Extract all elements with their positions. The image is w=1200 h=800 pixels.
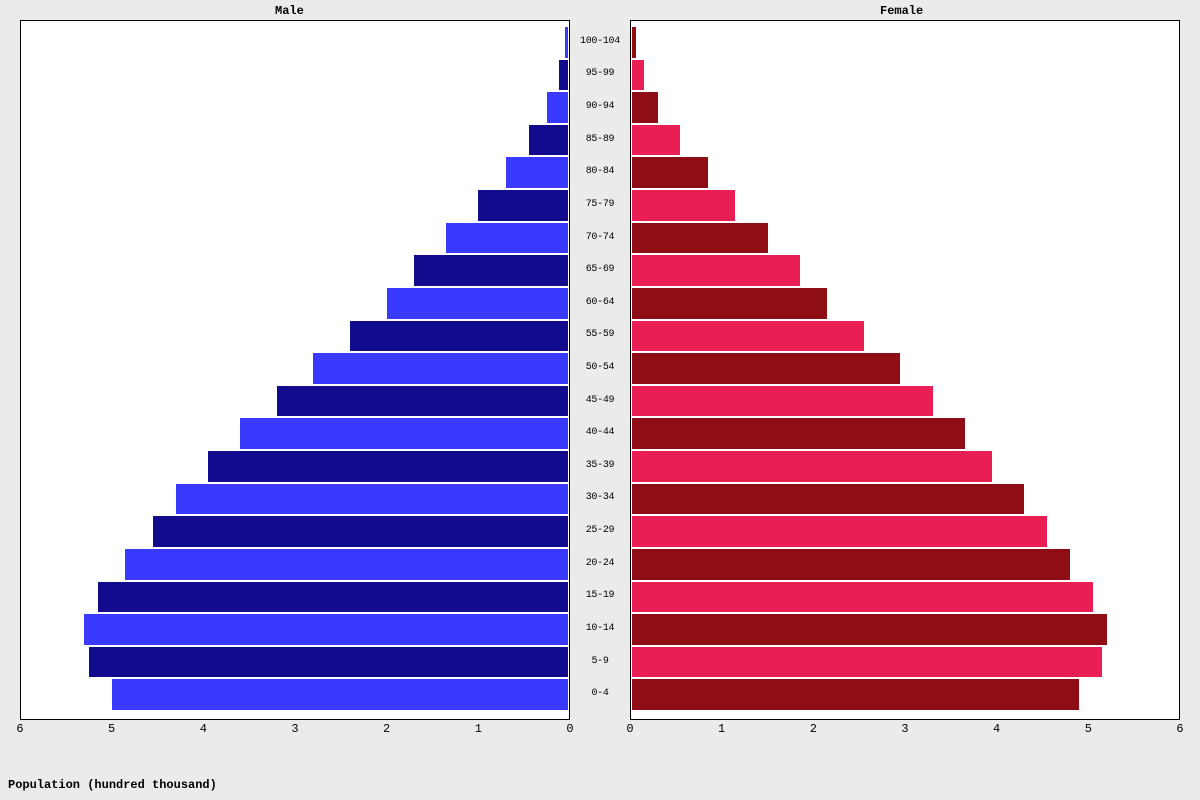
female-bar: [631, 678, 1080, 711]
age-group-label: 80-84: [570, 155, 630, 188]
age-group-label: 25-29: [570, 514, 630, 547]
age-group-label: 100-104: [570, 25, 630, 58]
female-bar: [631, 26, 637, 59]
male-bar: [124, 548, 569, 581]
age-group-label: 60-64: [570, 286, 630, 319]
male-x-tick: 2: [383, 722, 390, 736]
male-bar: [546, 91, 569, 124]
male-x-tick: 6: [16, 722, 23, 736]
female-bar: [631, 417, 966, 450]
male-x-axis-ticks: 0123456: [20, 722, 570, 738]
female-x-tick: 5: [1085, 722, 1092, 736]
age-group-label: 40-44: [570, 416, 630, 449]
male-bar: [97, 581, 569, 614]
female-bar: [631, 156, 709, 189]
age-group-label: 95-99: [570, 58, 630, 91]
male-x-tick: 3: [291, 722, 298, 736]
male-title: Male: [275, 4, 304, 18]
male-bar: [505, 156, 569, 189]
male-bar: [564, 26, 569, 59]
female-bar: [631, 613, 1108, 646]
female-bar: [631, 450, 993, 483]
female-bar: [631, 91, 659, 124]
female-bar: [631, 254, 801, 287]
female-bar: [631, 483, 1025, 516]
male-bar: [312, 352, 569, 385]
male-bar: [276, 385, 569, 418]
age-group-label: 35-39: [570, 449, 630, 482]
female-x-tick: 1: [718, 722, 725, 736]
page: Male Female 0-45-910-1415-1920-2425-2930…: [0, 0, 1200, 800]
age-group-label: 65-69: [570, 253, 630, 286]
age-group-label: 45-49: [570, 384, 630, 417]
female-x-tick: 4: [993, 722, 1000, 736]
male-x-tick: 4: [200, 722, 207, 736]
x-axis-label: Population (hundred thousand): [8, 778, 217, 792]
male-x-tick: 5: [108, 722, 115, 736]
male-bar: [558, 59, 569, 92]
age-group-label-column: 0-45-910-1415-1920-2425-2930-3435-3940-4…: [570, 20, 630, 720]
female-x-tick: 2: [810, 722, 817, 736]
age-group-label: 0-4: [570, 677, 630, 710]
female-bars-layer: [631, 21, 1179, 719]
female-bar: [631, 548, 1071, 581]
age-group-label: 20-24: [570, 547, 630, 580]
male-bar: [152, 515, 569, 548]
female-bar: [631, 515, 1048, 548]
male-x-tick: 1: [475, 722, 482, 736]
age-group-label: 55-59: [570, 319, 630, 352]
female-bar: [631, 124, 681, 157]
male-bar: [111, 678, 569, 711]
male-bar: [175, 483, 569, 516]
age-group-label: 10-14: [570, 612, 630, 645]
male-bar: [477, 189, 569, 222]
female-bar: [631, 581, 1094, 614]
male-bar: [83, 613, 569, 646]
female-bar: [631, 222, 769, 255]
male-bar: [528, 124, 569, 157]
male-bar: [349, 320, 569, 353]
male-bar: [386, 287, 569, 320]
female-bar: [631, 385, 934, 418]
male-x-tick: 0: [566, 722, 573, 736]
age-group-label: 50-54: [570, 351, 630, 384]
female-bar: [631, 287, 828, 320]
female-bar: [631, 352, 901, 385]
age-group-label: 90-94: [570, 90, 630, 123]
female-x-axis-ticks: 0123456: [630, 722, 1180, 738]
male-plot-area: [20, 20, 570, 720]
age-group-label: 15-19: [570, 580, 630, 613]
age-group-label: 85-89: [570, 123, 630, 156]
male-bar: [445, 222, 569, 255]
female-title: Female: [880, 4, 923, 18]
female-bar: [631, 320, 865, 353]
age-group-label: 30-34: [570, 482, 630, 515]
male-bar: [413, 254, 569, 287]
female-x-tick: 3: [901, 722, 908, 736]
female-bar: [631, 189, 736, 222]
male-bars-layer: [21, 21, 569, 719]
male-bar: [207, 450, 569, 483]
female-x-tick: 6: [1176, 722, 1183, 736]
age-group-label: 5-9: [570, 645, 630, 678]
age-group-label: 75-79: [570, 188, 630, 221]
female-bar: [631, 646, 1103, 679]
female-x-tick: 0: [626, 722, 633, 736]
age-group-label: 70-74: [570, 221, 630, 254]
male-bar: [88, 646, 569, 679]
male-bar: [239, 417, 569, 450]
female-bar: [631, 59, 645, 92]
female-plot-area: [630, 20, 1180, 720]
